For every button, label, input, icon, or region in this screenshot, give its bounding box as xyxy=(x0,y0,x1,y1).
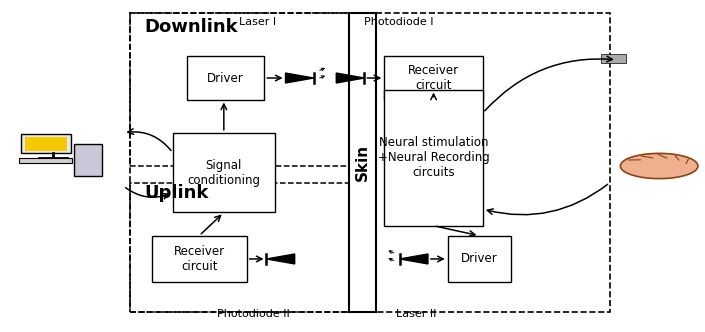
Text: Skin: Skin xyxy=(355,144,370,181)
Text: Photodiode I: Photodiode I xyxy=(364,17,433,27)
Bar xyxy=(25,137,67,151)
Text: Photodiode II: Photodiode II xyxy=(217,309,290,319)
Bar xyxy=(74,144,102,176)
Text: Driver: Driver xyxy=(461,252,498,266)
Bar xyxy=(152,236,247,282)
Polygon shape xyxy=(620,153,698,179)
Bar xyxy=(187,56,264,100)
Polygon shape xyxy=(336,73,364,83)
Text: Laser II: Laser II xyxy=(396,309,436,319)
Polygon shape xyxy=(266,254,295,264)
Bar xyxy=(130,183,370,312)
Text: Signal
conditioning: Signal conditioning xyxy=(188,159,260,187)
Text: Laser I: Laser I xyxy=(239,17,276,27)
Bar xyxy=(601,54,626,63)
Bar xyxy=(349,13,376,312)
Text: Neural stimulation
+Neural Recording
circuits: Neural stimulation +Neural Recording cir… xyxy=(378,136,489,179)
Bar xyxy=(384,90,483,226)
Polygon shape xyxy=(286,73,314,83)
Bar xyxy=(19,158,72,163)
Bar xyxy=(384,56,483,100)
Bar xyxy=(130,13,370,166)
Text: Downlink: Downlink xyxy=(145,18,238,36)
Bar xyxy=(173,133,275,212)
Bar xyxy=(21,134,70,153)
Text: Driver: Driver xyxy=(207,71,244,85)
Text: Uplink: Uplink xyxy=(145,184,209,202)
Polygon shape xyxy=(400,254,428,264)
Bar xyxy=(130,13,610,312)
Text: Receiver
circuit: Receiver circuit xyxy=(408,64,459,92)
Bar xyxy=(448,236,511,282)
Text: Receiver
circuit: Receiver circuit xyxy=(173,245,225,273)
